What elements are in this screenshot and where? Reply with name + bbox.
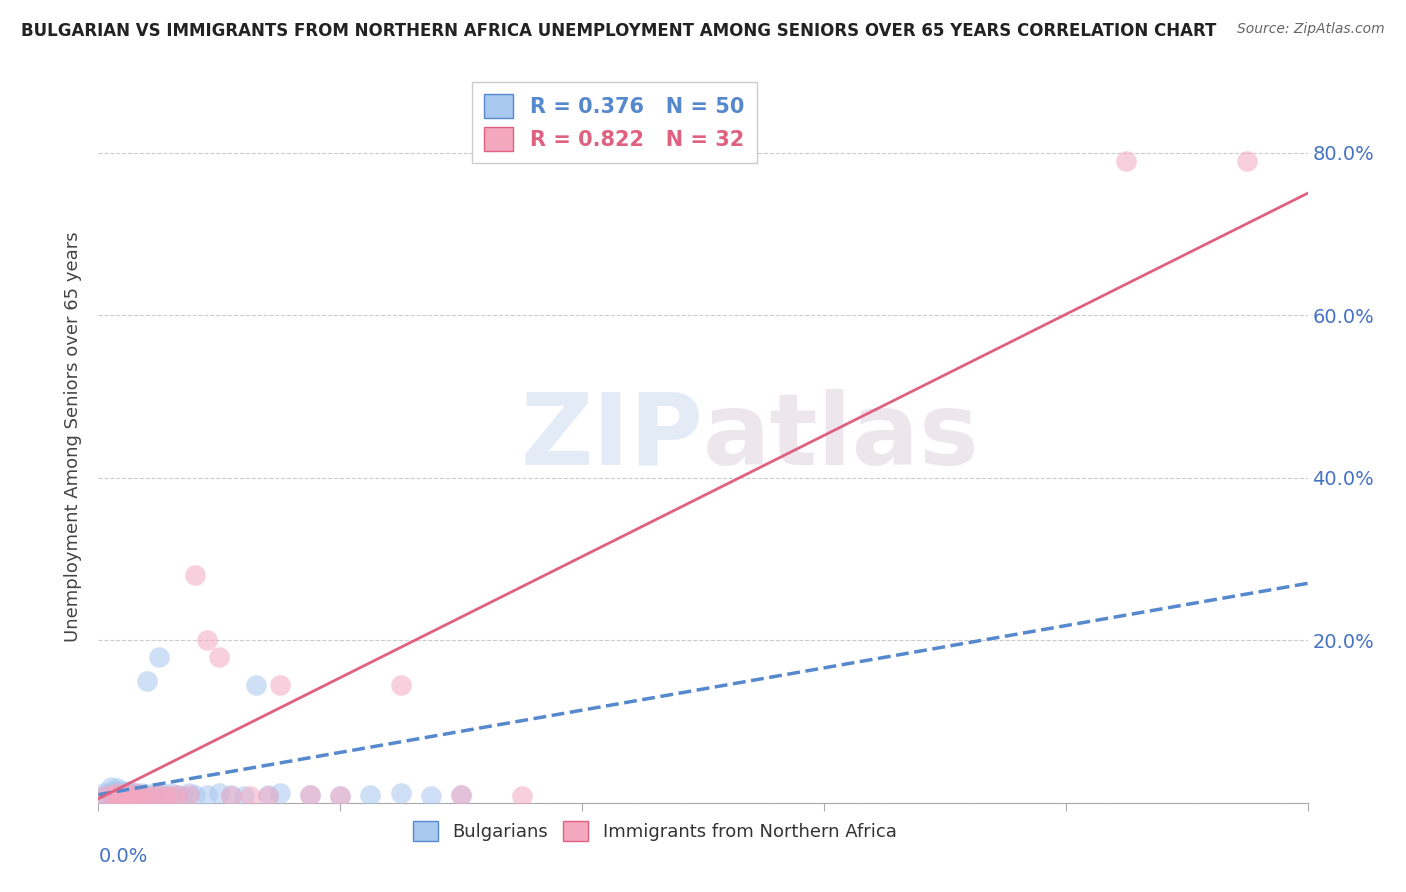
Point [160, 786, 183, 800]
Point [148, 788, 170, 802]
Point [195, 633, 218, 648]
Point [111, 789, 134, 804]
Point [420, 789, 443, 804]
Point [129, 786, 152, 800]
Point [389, 678, 412, 692]
Point [100, 780, 122, 794]
Point [450, 788, 472, 802]
Point [153, 788, 176, 802]
Point [105, 781, 128, 796]
Point [124, 789, 146, 804]
Text: ZIP: ZIP [520, 389, 703, 485]
Point [118, 789, 141, 804]
Point [148, 649, 170, 664]
Point [118, 789, 141, 804]
Text: 0.0%: 0.0% [98, 847, 148, 866]
Text: atlas: atlas [703, 389, 980, 485]
Point [299, 788, 322, 802]
Point [256, 788, 278, 802]
Point [184, 788, 207, 802]
Point [239, 789, 262, 804]
Point [142, 789, 165, 804]
Point [269, 786, 291, 800]
Point [124, 786, 146, 800]
Point [221, 789, 243, 804]
Point [93, 789, 115, 804]
Text: Source: ZipAtlas.com: Source: ZipAtlas.com [1237, 22, 1385, 37]
Point [269, 678, 291, 692]
Legend: Bulgarians, Immigrants from Northern Africa: Bulgarians, Immigrants from Northern Afr… [406, 814, 904, 848]
Point [221, 788, 243, 802]
Point [129, 788, 152, 802]
Point [450, 788, 472, 802]
Point [105, 783, 128, 797]
Point [111, 786, 134, 800]
Point [105, 786, 128, 800]
Point [105, 789, 128, 804]
Point [93, 789, 115, 804]
Point [299, 788, 322, 802]
Point [1115, 153, 1137, 168]
Point [118, 783, 141, 797]
Text: BULGARIAN VS IMMIGRANTS FROM NORTHERN AFRICA UNEMPLOYMENT AMONG SENIORS OVER 65 : BULGARIAN VS IMMIGRANTS FROM NORTHERN AF… [21, 22, 1216, 40]
Point [105, 786, 128, 800]
Point [100, 788, 122, 802]
Point [329, 789, 352, 804]
Point [160, 789, 183, 804]
Point [142, 789, 165, 804]
Point [129, 788, 152, 802]
Point [129, 789, 152, 804]
Point [118, 788, 141, 802]
Point [129, 789, 152, 804]
Point [118, 786, 141, 800]
Point [111, 789, 134, 804]
Point [195, 788, 218, 802]
Point [329, 789, 352, 804]
Point [208, 649, 231, 664]
Point [148, 788, 170, 802]
Point [100, 789, 122, 804]
Point [232, 789, 254, 804]
Point [360, 788, 382, 802]
Point [256, 789, 278, 804]
Point [111, 788, 134, 802]
Point [111, 788, 134, 802]
Point [118, 788, 141, 802]
Point [142, 786, 165, 800]
Point [111, 783, 134, 797]
Point [166, 788, 188, 802]
Point [389, 786, 412, 800]
Point [1236, 153, 1258, 168]
Point [100, 788, 122, 802]
Point [208, 786, 231, 800]
Point [184, 568, 207, 582]
Point [510, 789, 533, 804]
Point [105, 788, 128, 802]
Point [135, 788, 157, 802]
Y-axis label: Unemployment Among Seniors over 65 years: Unemployment Among Seniors over 65 years [65, 232, 83, 642]
Point [135, 673, 157, 688]
Point [100, 783, 122, 797]
Point [245, 678, 267, 692]
Point [179, 788, 201, 802]
Point [179, 786, 201, 800]
Point [105, 789, 128, 804]
Point [124, 786, 146, 800]
Point [166, 788, 188, 802]
Point [135, 789, 157, 804]
Point [172, 789, 194, 804]
Point [93, 786, 115, 800]
Point [153, 789, 176, 804]
Point [124, 788, 146, 802]
